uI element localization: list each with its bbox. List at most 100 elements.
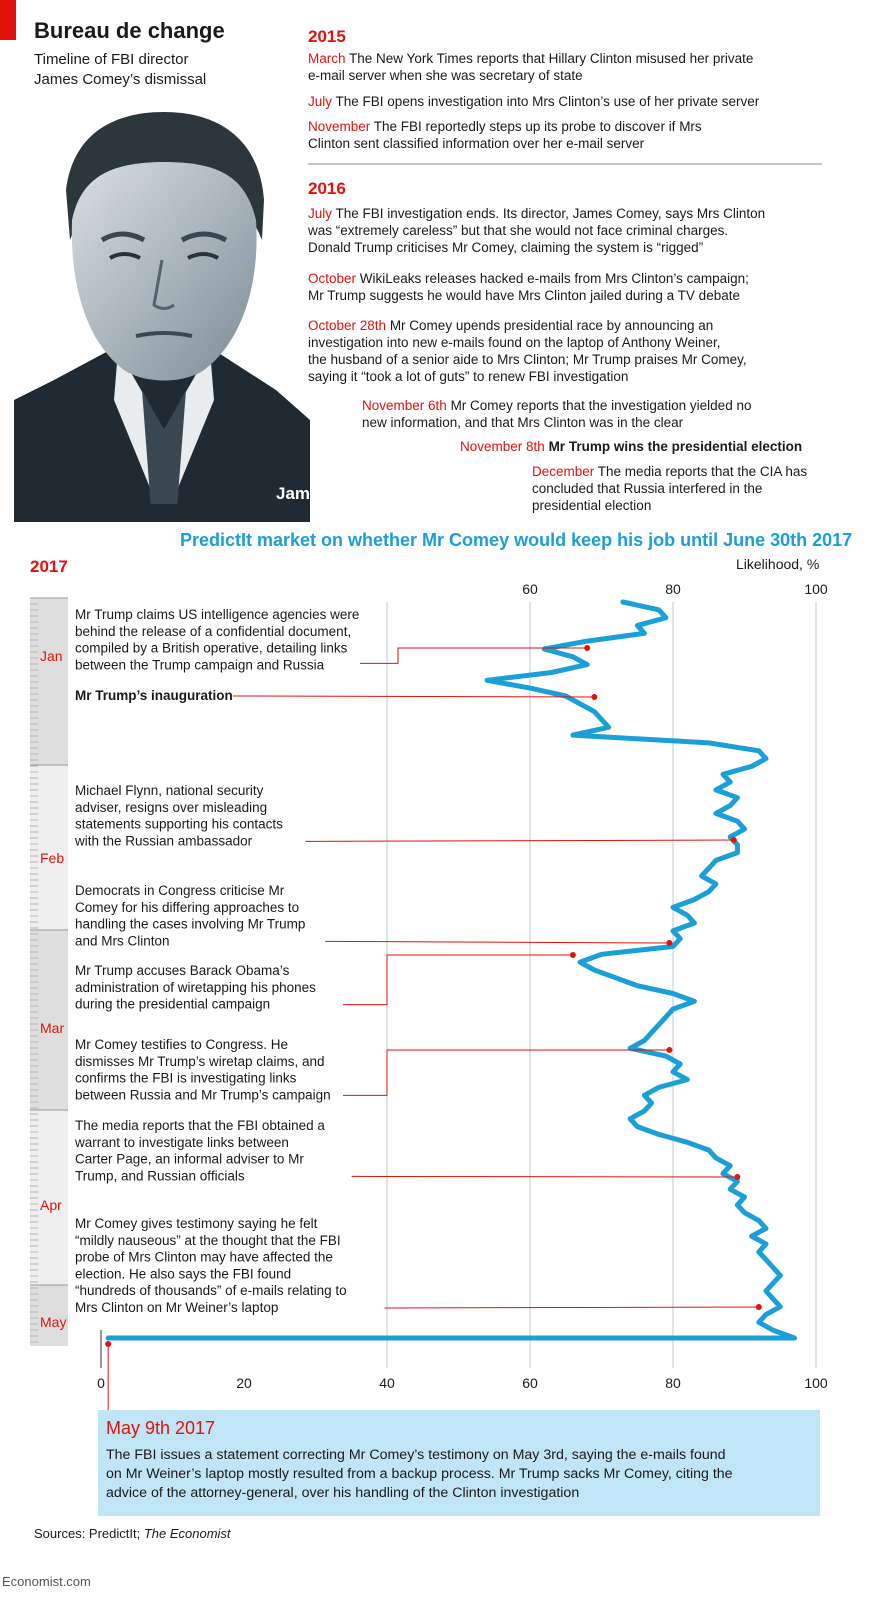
final-event-callout: [98, 1410, 820, 1516]
annotation-text: Mr Comey gives testimony saying he felt: [75, 1216, 318, 1231]
month-band: [30, 930, 68, 1110]
annotation-leader-line: [343, 1049, 670, 1096]
month-band: [30, 765, 68, 930]
site-credit: Economist.com: [2, 1574, 91, 1589]
year-2015-heading: 2015: [308, 27, 346, 46]
series-line: [105, 599, 797, 1341]
sources-italic: The Economist: [143, 1526, 231, 1541]
event-date: November 8th: [460, 439, 545, 454]
annotation-text: Michael Flynn, national security: [75, 783, 264, 798]
annotation-text: Comey for his differing approaches to: [75, 900, 299, 915]
event-text: Mr Comey reports that the investigation …: [450, 398, 752, 413]
month-label-apr: Apr: [40, 1197, 62, 1213]
annotation-text: warrant to investigate links between: [74, 1135, 289, 1150]
page-subtitle-line-1: Timeline of FBI director: [34, 51, 189, 68]
timeline-2015-event-november: November The FBI reportedly steps up its…: [308, 118, 702, 152]
event-date: October: [308, 271, 357, 286]
event-text: The media reports that the CIA has: [597, 464, 808, 479]
timeline-2016-event-december: December The media reports that the CIA …: [532, 463, 807, 514]
annotation-text: administration of wiretapping his phones: [75, 980, 316, 995]
event-text: saying it “took a lot of guts” to renew …: [308, 369, 629, 384]
event-text: was “extremely careless” but that she wo…: [308, 223, 729, 238]
annotation-text: Mr Trump claims US intelligence agencies…: [75, 607, 359, 622]
event-text: The FBI reportedly steps up its probe to…: [373, 119, 702, 134]
event-text: WikiLeaks releases hacked e-mails from M…: [359, 271, 749, 286]
tick-label-top: 60: [522, 581, 538, 597]
final-event-title: May 9th 2017: [106, 1418, 216, 1438]
annotation-text: with the Russian ambassador: [74, 833, 253, 848]
event-date: November 6th: [362, 398, 447, 413]
timeline-2016-event-november-6: November 6th Mr Comey reports that the i…: [362, 397, 751, 431]
annotation-leader-line: [232, 695, 595, 698]
event-text: The New York Times reports that Hillary …: [349, 51, 754, 66]
final-event-text: advice of the attorney-general, over his…: [106, 1485, 580, 1501]
annotation-text: Mr Trump’s inauguration: [75, 688, 233, 703]
annotation-text: “hundreds of thousands” of e-mails relat…: [75, 1283, 347, 1298]
james-comey-portrait: [14, 112, 310, 522]
tick-label-bottom: 60: [522, 1375, 538, 1391]
timeline-2016-event-november-8: November 8th Mr Trump wins the president…: [460, 438, 802, 455]
event-text: Mr Trump wins the presidential election: [548, 439, 803, 454]
annotation-marker: [666, 1047, 673, 1053]
final-event-marker: [105, 1341, 112, 1347]
annotation-leader-line: [343, 954, 573, 1006]
event-text: presidential election: [532, 498, 652, 513]
sources-note: Sources: PredictIt; The Economist: [34, 1526, 231, 1541]
annotation-text: confirms the FBI is investigating links: [75, 1071, 297, 1086]
event-date: November: [308, 119, 371, 134]
timeline-2015-event-march: March The New York Times reports that Hi…: [308, 50, 753, 84]
annotation-text: probe of Mrs Clinton may have affected t…: [75, 1250, 333, 1265]
page-title: Bureau de change: [34, 18, 225, 43]
event-text: Mr Comey upends presidential race by ann…: [389, 318, 714, 333]
annotation-text: during the presidential campaign: [75, 997, 270, 1012]
month-label-may: May: [40, 1314, 66, 1330]
annotation-text: behind the release of a confidential doc…: [75, 624, 351, 639]
month-label-feb: Feb: [40, 850, 64, 866]
tick-label-bottom: 80: [665, 1375, 681, 1391]
timeline-2016-event-october-28: October 28th Mr Comey upends presidentia…: [308, 317, 747, 385]
annotation-text: and Mrs Clinton: [75, 933, 170, 948]
annotation-text: Mr Trump accuses Barack Obama’s: [75, 963, 290, 978]
tick-label-bottom: 100: [804, 1375, 828, 1391]
event-text: Donald Trump criticises Mr Comey, claimi…: [308, 240, 704, 255]
annotation-text: between the Trump campaign and Russia: [75, 657, 325, 672]
annotation-marker: [591, 694, 598, 700]
annotation-text: Mrs Clinton on Mr Weiner’s laptop: [75, 1300, 278, 1315]
annotation-marker: [734, 1174, 741, 1180]
annotation-text: election. He also says the FBI found: [75, 1266, 291, 1281]
event-text: investigation into new e-mails found on …: [308, 335, 721, 350]
event-date: July: [308, 206, 333, 221]
month-label-jan: Jan: [40, 648, 63, 664]
annotation-leader-line: [325, 940, 670, 944]
annotation-text: statements supporting his contacts: [75, 817, 283, 832]
page-subtitle-line-2: James Comey’s dismissal: [34, 71, 207, 88]
month-label-mar: Mar: [40, 1020, 64, 1036]
year-2016-heading: 2016: [308, 179, 346, 198]
event-date: October 28th: [308, 318, 387, 333]
timeline-2016-event-october: October WikiLeaks releases hacked e-mail…: [308, 270, 749, 304]
annotation-marker: [666, 940, 673, 946]
event-text: The FBI investigation ends. Its director…: [335, 206, 766, 221]
event-date: March: [308, 51, 346, 66]
annotation-marker: [584, 645, 591, 651]
portrait-caption: James Comey: [276, 484, 391, 503]
annotation-text: adviser, resigns over misleading: [75, 800, 267, 815]
annotation-text: between Russia and Mr Trump’s campaign: [75, 1087, 331, 1102]
annotation-text: “mildly nauseous” at the thought that th…: [75, 1233, 341, 1248]
brand-tab: [0, 0, 16, 40]
sources-prefix: Sources: PredictIt;: [34, 1526, 144, 1541]
event-text: the husband of a senior aide to Mrs Clin…: [308, 352, 747, 367]
tick-label-bottom: 20: [236, 1375, 252, 1391]
event-text: new information, and that Mrs Clinton wa…: [362, 415, 684, 430]
event-text: e-mail server when she was secretary of …: [308, 68, 583, 83]
annotation-text: compiled by a British operative, detaili…: [75, 641, 348, 656]
annotation-marker: [569, 952, 576, 958]
final-event-text: The FBI issues a statement correcting Mr…: [106, 1447, 726, 1463]
annotation-text: handling the cases involving Mr Trump: [75, 917, 305, 932]
event-date: December: [532, 464, 595, 479]
annotation-marker: [730, 837, 737, 843]
annotation-text: Democrats in Congress criticise Mr: [75, 883, 285, 898]
annotation-text: Carter Page, an informal adviser to Mr: [75, 1152, 304, 1167]
tick-label-bottom: 40: [379, 1375, 395, 1391]
